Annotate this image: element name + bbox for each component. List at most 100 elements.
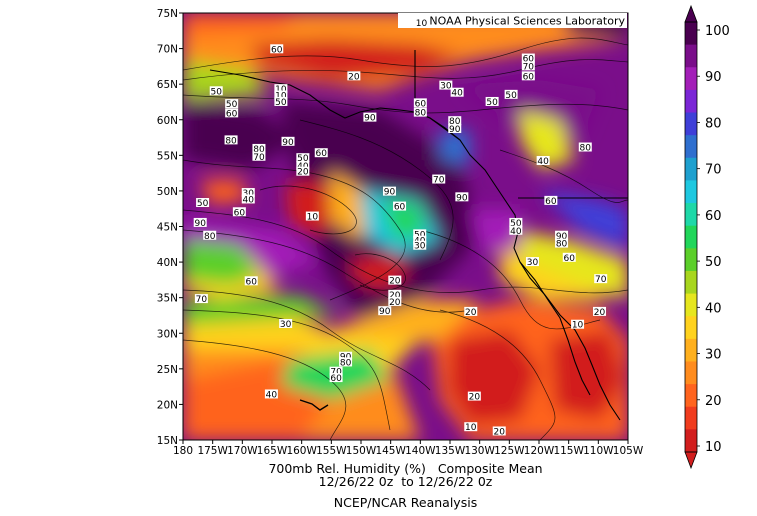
colorbar-label: 70 [705,163,722,178]
contour-label-bg [305,211,319,221]
contour-label: 30 [280,320,292,330]
contour-label-bg [274,84,288,94]
contour-label: 80 [225,136,237,146]
contour-label: 60 [330,374,342,384]
colorbar-segment [685,316,697,340]
contour-label-bg [225,108,239,118]
contour-label: 40 [510,227,522,237]
contour-label-bg [274,90,288,100]
contour-label: 10 [416,19,428,29]
title-box [398,13,627,28]
contour-label: 80 [556,240,568,250]
lon-label: 180 [173,445,193,457]
contour-label: 90 [556,232,568,242]
contour-label: 60 [564,254,576,264]
contour-label: 70 [330,368,342,378]
colorbar-segment [685,270,697,295]
colorbar-segment [685,384,697,408]
contour-label: 30 [527,258,539,268]
contour-label: 10 [275,85,287,95]
contour-label-bg [504,89,518,99]
lon-label: 140W [405,445,436,457]
contour-label: 90 [364,114,376,124]
lon-label: 155W [316,445,347,457]
colorbar: 100 90 80 70 60 50 40 30 20 10 [684,4,730,470]
contour-label: 90 [384,188,396,198]
contour-label: 80 [415,109,427,119]
contour-label-bg [413,235,427,245]
contour-label: 30 [440,82,452,92]
longitude-axis: 180 175W 170W 165W 160W 155W 150W 145W 140W 135W 1… [173,440,644,457]
contour-label: 10 [572,321,584,331]
contour-label-bg [536,156,550,166]
contour-label-bg [232,207,246,217]
contour-label: 90 [194,219,206,229]
colorbar-segment [685,429,697,453]
colorbar-label: 30 [705,348,722,363]
contour-label-bg [464,422,478,432]
lon-label: 160W [286,445,317,457]
contour-label-bg [264,389,278,399]
colorbar-label: 50 [705,255,722,270]
contour-label-bg [314,148,328,158]
contour-label: 60 [226,109,238,119]
contour-label-bg [509,217,523,227]
contour-label: 80 [253,145,265,155]
contour-label: 60 [545,197,557,207]
contour-label: 70 [523,62,535,72]
contour-label: 50 [226,100,238,110]
lon-label: 170W [227,445,258,457]
contour-label: 70 [253,153,265,163]
contour-label-bg [413,98,427,108]
caption-source: NCEP/NCAR Reanalysis [333,495,478,510]
caption-variable: 700mb Rel. Humidity (%) Composite Mean [268,461,543,476]
colorbar-segment [685,112,697,136]
contour-label-bg [388,275,402,285]
contour-label-bg [562,252,576,262]
contour-label-bg [224,135,238,145]
contour-label-bg [382,186,396,196]
contour-label-bg [521,61,535,71]
contour-label: 90 [282,138,294,148]
colorbar-label: 80 [705,116,722,131]
contour-label-bg [279,318,293,328]
contour-label: 20 [465,308,477,318]
contour-label-bg [388,296,402,306]
contour-label: 40 [451,89,463,99]
contour-label: 50 [414,230,426,240]
lat-label: 30N [157,328,178,340]
contour-label-bg [363,112,377,122]
contour-label-bg [509,225,523,235]
lon-label: 110W [583,445,614,457]
lat-label: 25N [157,364,178,376]
contour-label-bg [448,124,462,134]
contour-label-bg [594,274,608,284]
contour-label: 10 [465,423,477,433]
lon-label: 165W [257,445,288,457]
contour-label-bg [339,351,353,361]
colorbar-label: 10 [705,440,722,455]
colorbar-segment [685,135,697,159]
colorbar-segment [685,180,697,204]
contour-label-bg [378,306,392,316]
contour-label: 90 [449,125,461,135]
contour-label-bg [521,71,535,81]
lat-label: 20N [157,399,178,411]
colorbar-segment [685,22,697,46]
contour-label: 60 [523,72,535,82]
contour-label-bg [274,96,288,106]
lon-label: 105W [613,445,644,457]
contour-label-bg [593,306,607,316]
contour-label-bg [194,294,208,304]
colorbar-segment [685,406,697,430]
contour-label: 50 [275,98,287,108]
contour-label-bg [209,86,223,96]
contour-label: 90 [379,307,391,317]
contour-label: 20 [297,168,309,178]
contour-label-bg [225,99,239,109]
contour-label-bg [455,192,469,202]
contour-label: 60 [394,203,406,213]
colorbar-segment [685,248,697,272]
